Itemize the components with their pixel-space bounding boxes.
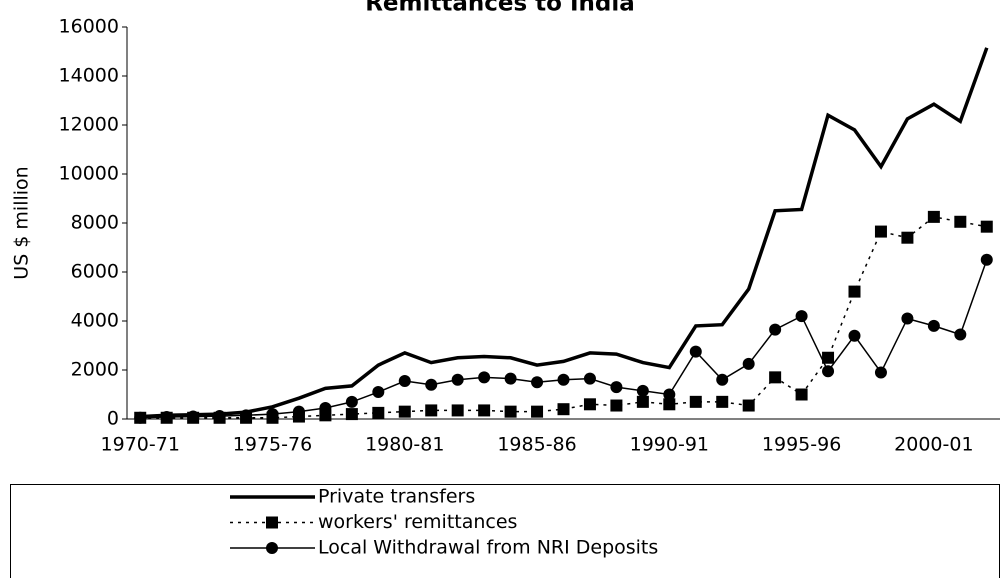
data-point <box>663 398 676 411</box>
data-point <box>874 225 887 238</box>
chart-title: Remittances to India <box>365 0 635 17</box>
y-tick-label: 10000 <box>59 163 119 185</box>
data-point <box>372 406 385 419</box>
data-point <box>372 386 385 399</box>
data-point <box>980 220 993 233</box>
data-point <box>874 366 887 379</box>
x-tick-label: 1990-91 <box>630 434 709 456</box>
data-point <box>425 404 438 417</box>
data-point <box>716 395 729 408</box>
data-point <box>795 388 808 401</box>
data-point <box>954 215 967 228</box>
data-point <box>187 410 200 423</box>
data-point <box>345 408 358 421</box>
y-tick-label: 2000 <box>71 359 119 381</box>
data-point <box>822 365 835 378</box>
data-point <box>954 328 967 341</box>
data-point <box>689 345 702 358</box>
x-tick-label: 1980-81 <box>365 434 444 456</box>
legend-label: Local Withdrawal from NRI Deposits <box>318 537 658 559</box>
legend-marker <box>266 516 278 529</box>
data-point <box>213 410 226 423</box>
data-point <box>557 373 570 386</box>
x-tick-label: 1970-71 <box>101 434 180 456</box>
data-point <box>769 323 782 336</box>
data-point <box>716 373 729 386</box>
data-point <box>795 310 808 323</box>
data-point <box>240 409 253 422</box>
x-tick-label: 2000-01 <box>894 434 973 456</box>
series-line <box>140 216 987 419</box>
data-point <box>531 376 544 389</box>
data-point <box>980 253 993 266</box>
legend-label: Private transfers <box>318 486 475 508</box>
data-point <box>319 401 332 414</box>
y-tick-label: 6000 <box>71 261 119 283</box>
data-point <box>504 372 517 385</box>
data-point <box>478 404 491 417</box>
legend-marker <box>266 542 278 554</box>
data-point <box>478 371 491 384</box>
x-tick-label: 1985-86 <box>497 434 576 456</box>
legend-label: workers' remittances <box>318 511 517 533</box>
data-point <box>451 404 464 417</box>
data-point <box>769 371 782 384</box>
data-point <box>398 375 411 388</box>
y-axis-label: US $ million <box>11 166 33 279</box>
data-point <box>689 395 702 408</box>
data-point <box>742 357 755 370</box>
data-point <box>451 373 464 386</box>
data-point <box>531 405 544 418</box>
data-point <box>292 405 305 418</box>
data-point <box>134 411 147 424</box>
data-point <box>927 210 940 223</box>
y-tick-label: 14000 <box>59 65 119 87</box>
data-point <box>901 312 914 325</box>
data-point <box>848 329 861 342</box>
data-point <box>742 399 755 412</box>
y-tick-label: 4000 <box>71 310 119 332</box>
data-point <box>610 381 623 394</box>
x-tick-label: 1995-96 <box>762 434 841 456</box>
data-point <box>398 405 411 418</box>
data-point <box>822 351 835 364</box>
data-point <box>504 405 517 418</box>
data-point <box>636 395 649 408</box>
data-point <box>610 399 623 412</box>
series-line <box>140 47 989 419</box>
data-point <box>345 395 358 408</box>
y-tick-label: 8000 <box>71 212 119 234</box>
data-point <box>636 384 649 397</box>
data-point <box>583 398 596 411</box>
data-point <box>848 285 861 298</box>
data-point <box>927 319 940 332</box>
data-point <box>160 411 173 424</box>
y-tick-label: 16000 <box>59 16 119 38</box>
data-point <box>557 403 570 416</box>
x-tick-label: 1975-76 <box>233 434 312 456</box>
legend-box <box>10 484 1000 578</box>
data-point <box>266 408 279 421</box>
data-point <box>425 378 438 391</box>
series-line <box>140 259 988 419</box>
data-point <box>663 388 676 401</box>
data-point <box>583 372 596 385</box>
y-tick-label: 12000 <box>59 114 119 136</box>
y-tick-label: 0 <box>107 408 119 430</box>
data-point <box>901 231 914 244</box>
